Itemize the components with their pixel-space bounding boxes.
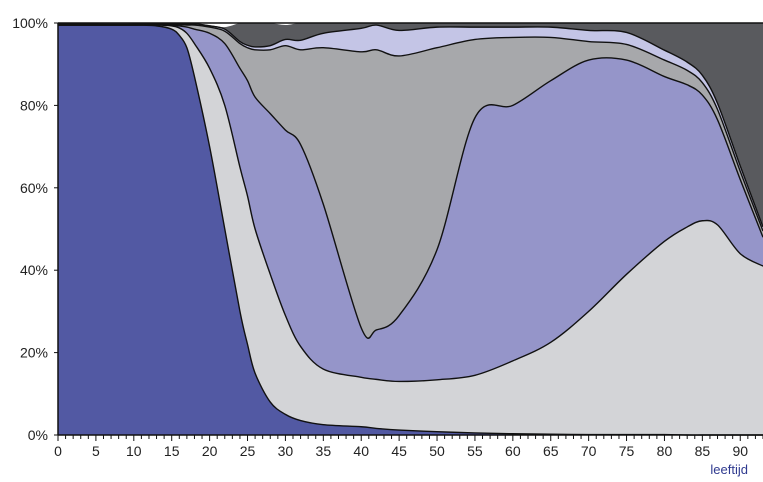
y-tick-label: 0% (28, 427, 48, 443)
y-tick-label: 20% (20, 345, 48, 361)
x-tick-label: 10 (126, 443, 142, 459)
x-tick-label: 90 (732, 443, 748, 459)
x-tick-label: 40 (353, 443, 369, 459)
area-band-3 (58, 24, 763, 382)
labels-layer: 0 5 10 15 20 25 30 35 40 45 50 55 60 65 70 75 80 85 90 0% 20… (12, 15, 748, 459)
area-band-2 (58, 24, 763, 436)
x-tick-label: 35 (316, 443, 332, 459)
x-tick-label: 85 (695, 443, 711, 459)
x-axis-title: leeftijd (710, 462, 748, 477)
y-tick-label: 80% (20, 97, 48, 113)
y-tick-label: 40% (20, 262, 48, 278)
area-boundary-line-3 (58, 23, 763, 339)
x-tick-label: 50 (429, 443, 445, 459)
y-tick-label: 60% (20, 180, 48, 196)
x-tick-label: 0 (54, 443, 62, 459)
area-boundary-line-4 (58, 23, 763, 232)
x-tick-label: 30 (278, 443, 294, 459)
x-tick-label: 55 (467, 443, 483, 459)
area-boundary-line-5 (57, 22, 763, 228)
area-band-1 (58, 24, 763, 436)
area-band-6 (58, 22, 763, 227)
area-boundary-line-2 (58, 24, 763, 383)
x-tick-label: 20 (202, 443, 218, 459)
x-tick-label: 65 (543, 443, 559, 459)
x-tick-label: 15 (164, 443, 180, 459)
x-tick-label: 5 (92, 443, 100, 459)
ticks-layer (54, 22, 763, 441)
x-tick-label: 75 (619, 443, 635, 459)
area-band-4 (58, 24, 763, 339)
x-tick-label: 45 (391, 443, 407, 459)
x-tick-label: 80 (657, 443, 673, 459)
axes-layer (57, 23, 763, 436)
areas-layer (57, 22, 763, 436)
x-tick-label: 25 (240, 443, 256, 459)
x-tick-label: 60 (505, 443, 521, 459)
y-tick-label: 100% (12, 15, 48, 31)
x-tick-label: 70 (581, 443, 597, 459)
